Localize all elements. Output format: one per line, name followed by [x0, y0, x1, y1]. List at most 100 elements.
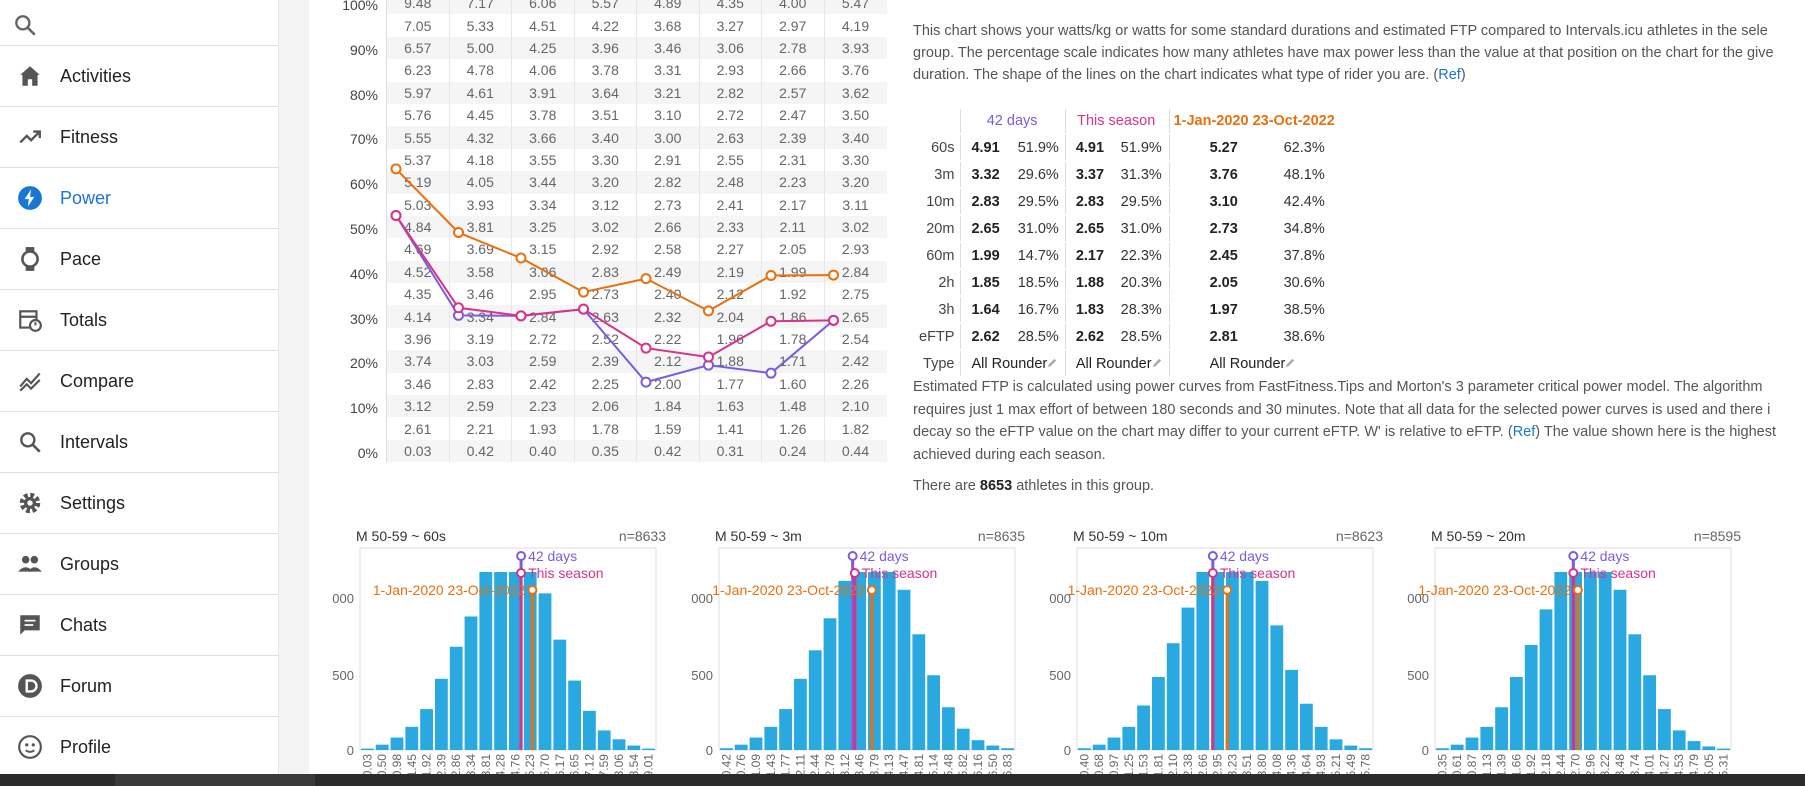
series-point[interactable] [640, 273, 652, 285]
series-point[interactable] [640, 376, 652, 388]
table-cell: 2.92 [573, 238, 637, 261]
table-cell: 6.06 [511, 0, 574, 15]
series-point[interactable] [390, 163, 402, 175]
marker-point[interactable] [847, 551, 858, 561]
eftp-ref-link[interactable]: Ref [1512, 424, 1536, 440]
x-tick-label: 2.66 [1196, 754, 1210, 774]
sidebar-item-intervals[interactable]: Intervals [0, 412, 279, 473]
pct-range: 42.4% [1283, 193, 1325, 210]
percent-label: 0% [357, 445, 378, 461]
table-cell: 3.96 [386, 327, 449, 351]
table-cell: 3.40 [823, 126, 887, 149]
chart-description: This chart shows your watts/kg or watts … [913, 20, 1805, 86]
x-tick-label: 1.77 [779, 754, 793, 774]
distribution-chart: M 50-59 ~ 20m n=8595 000 500 0 0.35 0.61 0.87 1.… [1401, 524, 1741, 774]
table-cell: 4.14 [386, 305, 449, 328]
sidebar-item-totals[interactable]: Totals [0, 290, 279, 351]
series-point[interactable] [515, 310, 527, 322]
taskbar-item[interactable] [115, 774, 315, 786]
sidebar-item-label: Compare [60, 370, 135, 391]
table-cell: 2.83 [573, 260, 637, 284]
table-cell: 4.61 [448, 81, 512, 104]
marker-point[interactable] [1568, 568, 1579, 578]
athlete-count-post: athletes in this group. [1012, 478, 1155, 494]
table-cell: 2.73 [636, 193, 699, 216]
series-point[interactable] [453, 302, 464, 314]
description-line-3: duration. The shape of the lines on the … [913, 64, 1805, 86]
table-cell: 3.66 [511, 126, 574, 149]
sidebar-item-settings[interactable]: Settings [0, 473, 279, 534]
distribution-bar [853, 572, 866, 750]
pencil-icon[interactable] [1152, 357, 1163, 368]
marker-point[interactable] [849, 568, 860, 578]
table-cell: 3.06 [698, 36, 762, 60]
distribution-bar [1613, 589, 1627, 750]
x-tick-label: 0.68 [1092, 754, 1106, 774]
pencil-icon[interactable] [1285, 357, 1296, 368]
search-icon[interactable] [12, 12, 38, 38]
distribution-bar [1702, 746, 1716, 750]
compare-icon [0, 368, 60, 394]
sidebar-item-profile[interactable]: Profile [0, 717, 279, 778]
series-point[interactable] [828, 314, 839, 326]
marker-point[interactable] [1572, 585, 1583, 595]
type-season[interactable]: All Rounder [1064, 351, 1167, 376]
header-season[interactable]: This season [1064, 109, 1167, 133]
marker-point[interactable] [1222, 585, 1233, 595]
marker-label: 42 days [1220, 548, 1269, 564]
series-point[interactable] [828, 269, 839, 281]
sidebar-item-fitness[interactable]: Fitness [0, 107, 279, 168]
series-point[interactable] [453, 227, 464, 239]
sidebar-search[interactable] [0, 0, 279, 46]
series-point[interactable] [515, 252, 527, 264]
x-tick-label: 4.76 [508, 754, 522, 774]
series-point[interactable] [578, 303, 589, 315]
series-point[interactable] [640, 342, 652, 354]
table-cell: 4.35 [698, 0, 762, 15]
series-point[interactable] [578, 286, 589, 298]
table-cell: 3.00 [636, 126, 699, 149]
sidebar-item-compare[interactable]: Compare [0, 351, 279, 412]
distribution-bar [971, 740, 985, 750]
sidebar-item-forum[interactable]: Forum [0, 656, 279, 717]
marker-point[interactable] [516, 568, 527, 578]
header-42days[interactable]: 42 days [960, 109, 1062, 133]
sidebar-item-pace[interactable]: Pace [0, 229, 279, 290]
pencil-icon[interactable] [1047, 357, 1058, 368]
sidebar-item-power[interactable]: Power [0, 168, 279, 229]
marker-point[interactable] [1568, 551, 1579, 561]
series-point[interactable] [703, 305, 714, 317]
marker-point[interactable] [866, 585, 877, 595]
series-point[interactable] [390, 209, 402, 221]
x-tick-label: 0.03 [360, 754, 374, 774]
series-point[interactable] [703, 351, 714, 363]
marker-point[interactable] [516, 551, 527, 561]
x-tick-label: 3.79 [867, 754, 881, 774]
type-range[interactable]: All Rounder [1168, 351, 1339, 376]
table-cell: 2.42 [511, 372, 574, 396]
distribution-bar [583, 710, 596, 750]
series-point[interactable] [765, 367, 777, 379]
marker-point[interactable] [1207, 568, 1218, 578]
table-cell: 2.82 [698, 81, 762, 104]
value-range: 2.73 [1168, 216, 1252, 241]
table-cell: 4.06 [511, 59, 574, 82]
sidebar-item-activities[interactable]: Activities [0, 46, 279, 107]
sidebar-item-chats[interactable]: Chats [0, 595, 279, 656]
table-cell: 4.78 [448, 59, 512, 82]
type-42days[interactable]: All Rounder [960, 351, 1062, 376]
stats-row: eFTP 2.62 28.5% 2.62 28.5% 2.81 38.6% [915, 324, 1339, 349]
marker-point[interactable] [527, 585, 538, 595]
forum-icon [0, 673, 60, 699]
pct-42days: 51.9% [1017, 139, 1059, 156]
header-range[interactable]: 1-Jan-2020 23-Oct-2022 [1168, 109, 1339, 133]
table-cell: 5.97 [386, 81, 449, 104]
series-point[interactable] [765, 270, 777, 282]
marker-point[interactable] [1207, 551, 1218, 561]
series-point[interactable] [765, 315, 777, 327]
x-tick-label: 4.81 [912, 754, 926, 774]
sidebar-item-groups[interactable]: Groups [0, 534, 279, 595]
ref-link[interactable]: Ref [1438, 67, 1461, 83]
table-cell: 2.91 [636, 148, 699, 172]
